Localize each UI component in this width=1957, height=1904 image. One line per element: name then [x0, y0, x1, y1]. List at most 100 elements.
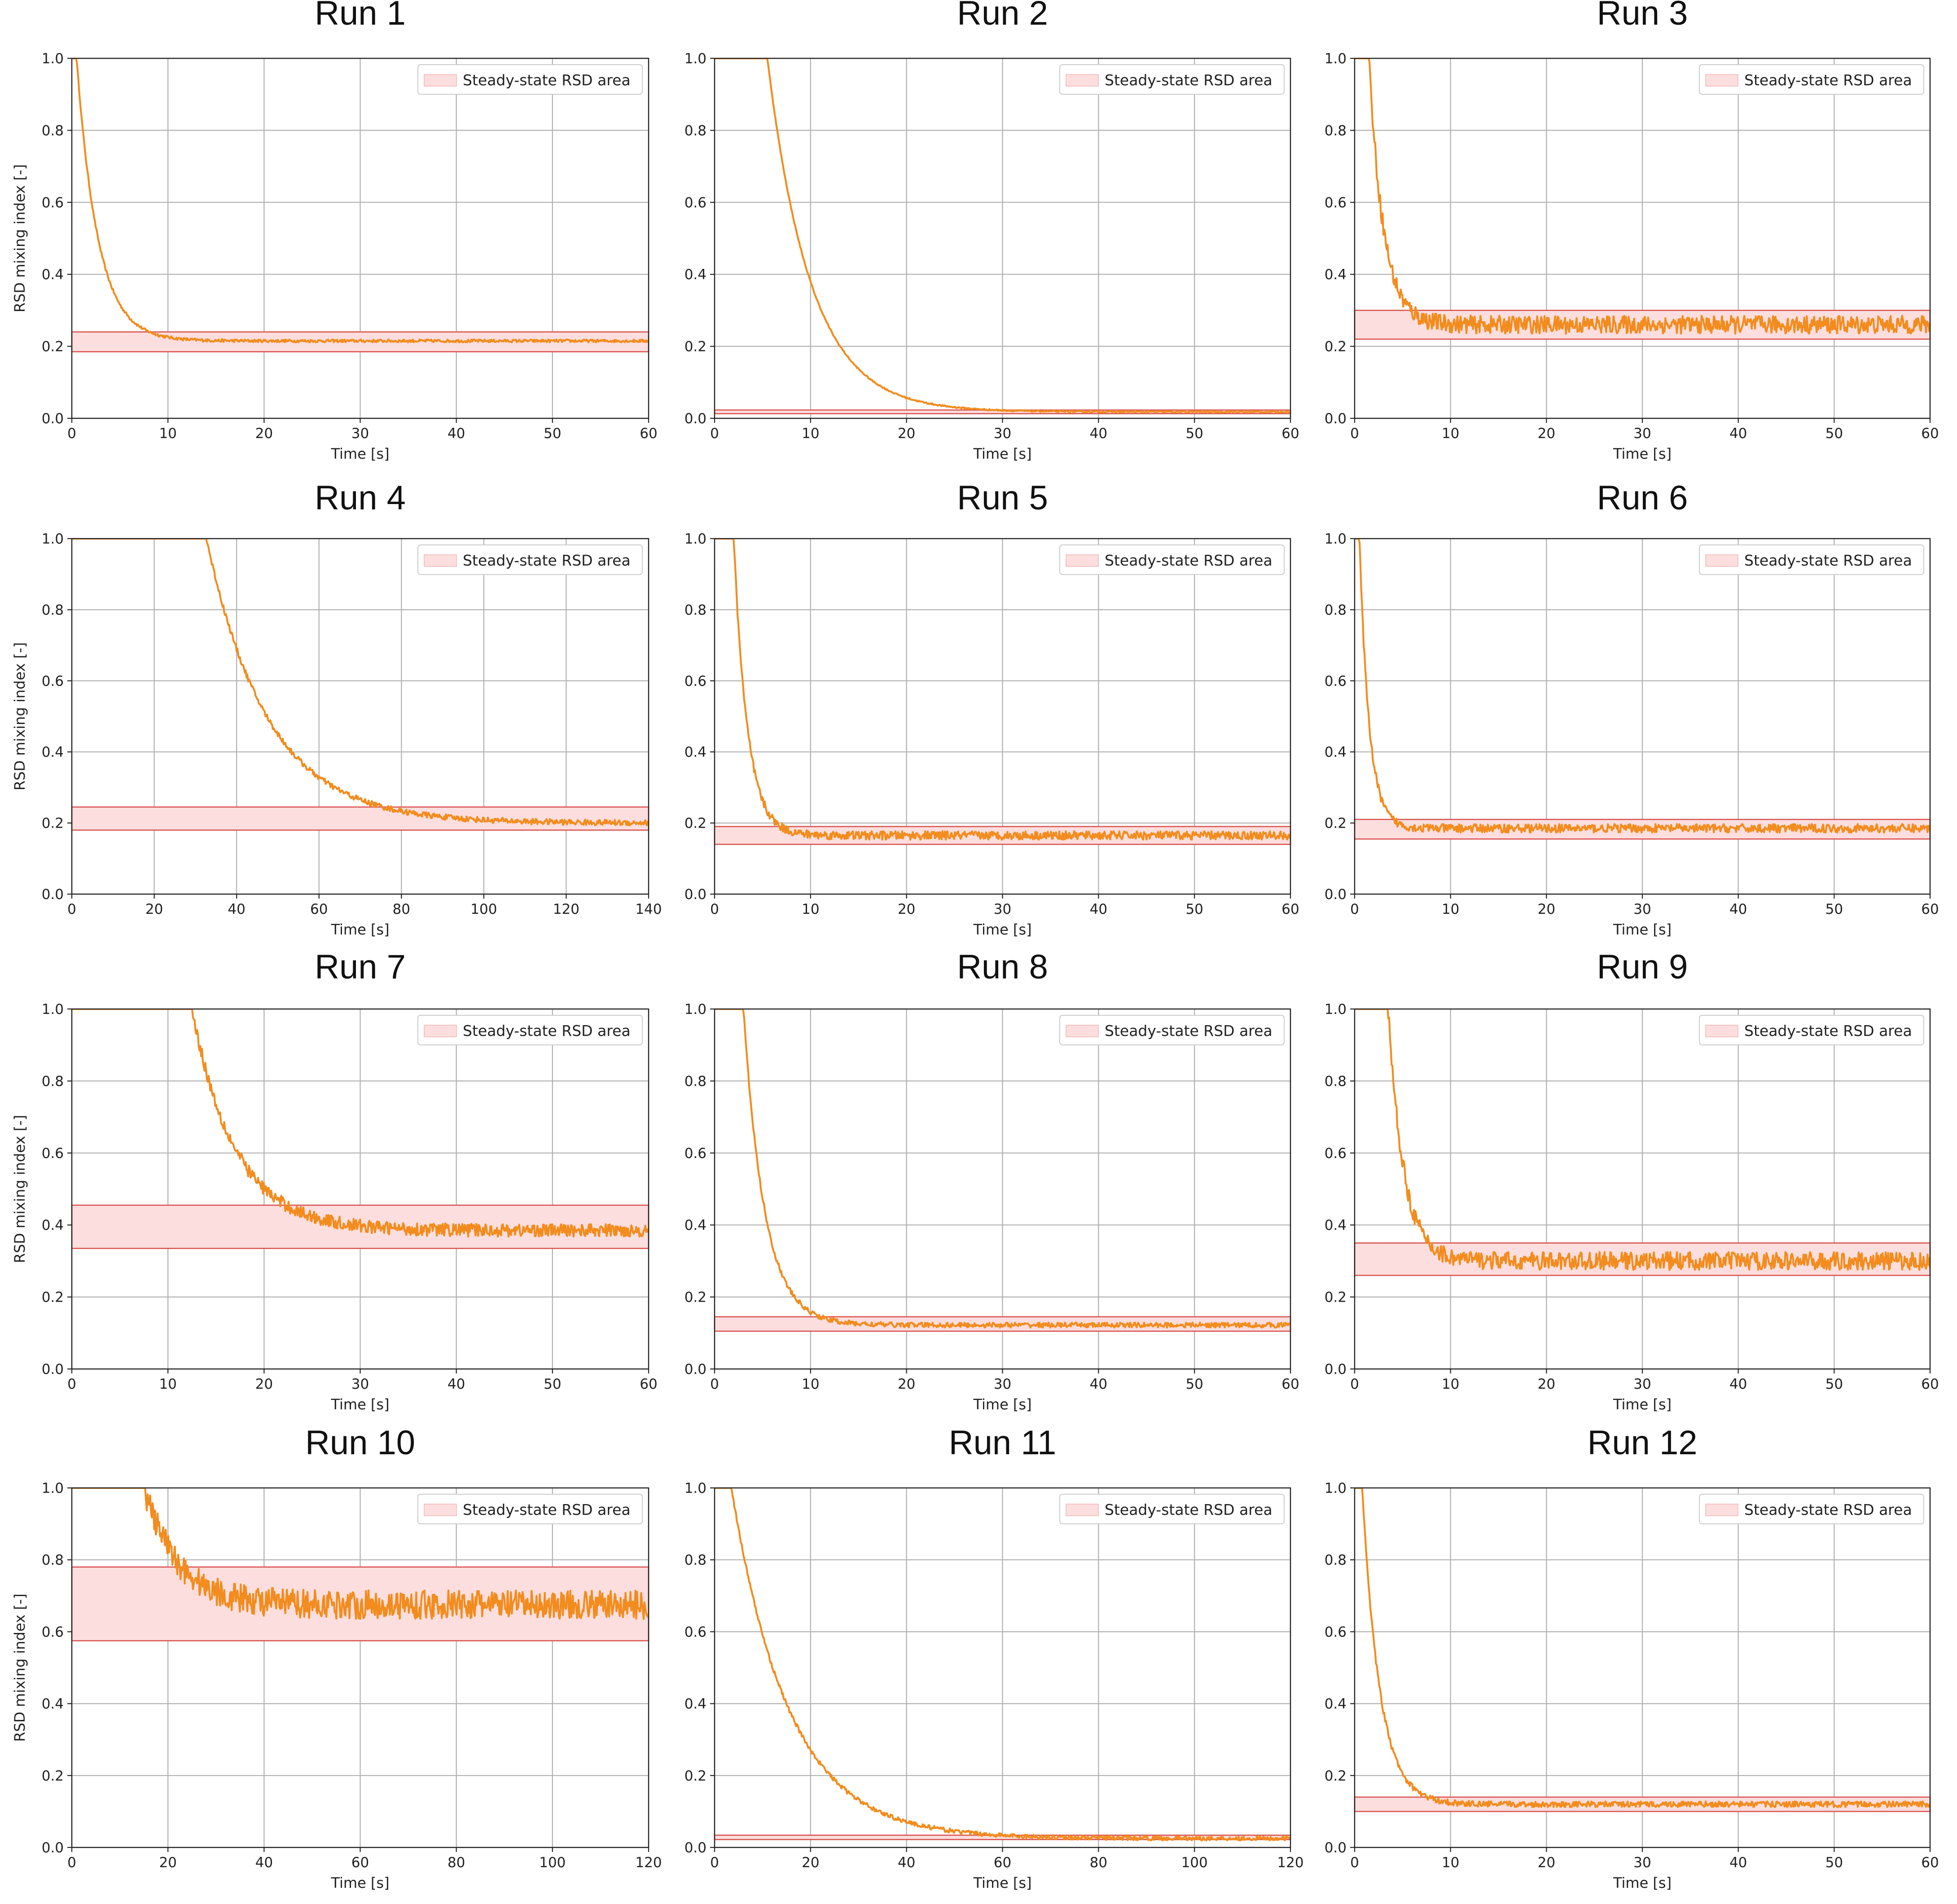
- x-tick-label: 40: [1090, 901, 1107, 917]
- y-tick-label: 0.2: [685, 339, 706, 355]
- y-tick-label: 0.4: [42, 1696, 64, 1712]
- y-tick-label: 0.4: [42, 1217, 64, 1233]
- legend-swatch: [1705, 1504, 1738, 1516]
- x-tick-label: 100: [539, 1855, 566, 1871]
- x-axis-label: Time [s]: [1613, 1874, 1672, 1891]
- x-tick-label: 0: [710, 426, 719, 442]
- chart-title: Run 1: [315, 0, 406, 32]
- legend-label: Steady-state RSD area: [1744, 71, 1912, 89]
- x-tick-label: 20: [1538, 426, 1555, 442]
- y-tick-label: 0.0: [685, 1840, 706, 1856]
- x-tick-label: 60: [640, 426, 657, 442]
- y-tick-label: 0.4: [42, 744, 64, 760]
- legend-swatch: [1066, 1504, 1099, 1516]
- x-tick-label: 30: [1633, 1376, 1651, 1392]
- x-tick-label: 0: [710, 1376, 719, 1392]
- x-axis-label: Time [s]: [973, 921, 1031, 938]
- x-tick-label: 40: [1729, 1855, 1747, 1871]
- series-line: [1355, 58, 1930, 335]
- legend-label: Steady-state RSD area: [1105, 1022, 1272, 1040]
- legend-swatch: [1705, 554, 1738, 567]
- x-tick-label: 60: [351, 1855, 369, 1871]
- steady-state-band: [71, 806, 649, 831]
- x-axis-label: Time [s]: [1613, 1396, 1672, 1413]
- y-tick-label: 0.4: [1325, 1696, 1347, 1712]
- x-tick-label: 50: [1185, 1376, 1203, 1392]
- chart-panel-6: Run 6 0 10 20 30 40 50 60 0.0 0.2 0.4 0.6 0.8 1.0 Time…: [1325, 479, 1939, 938]
- x-tick-label: 40: [228, 901, 245, 917]
- x-tick-label: 0: [710, 1855, 719, 1871]
- x-tick-label: 0: [1350, 901, 1359, 917]
- x-tick-label: 60: [1921, 1376, 1939, 1392]
- chart-title: Run 7: [315, 948, 406, 986]
- x-tick-label: 0: [1350, 1376, 1359, 1392]
- x-tick-label: 60: [640, 1376, 657, 1392]
- x-tick-label: 60: [994, 1855, 1011, 1871]
- x-tick-label: 80: [1090, 1855, 1107, 1871]
- x-tick-label: 30: [994, 426, 1011, 442]
- y-tick-label: 0.6: [1325, 673, 1347, 689]
- x-axis-label: Time [s]: [330, 1396, 389, 1413]
- y-tick-label: 0.6: [685, 673, 706, 689]
- chart-panel-8: Run 8 0 10 20 30 40 50 60 0.0 0.2 0.4 0.6 0.8 1.0 Time…: [685, 948, 1299, 1413]
- x-tick-label: 10: [802, 1376, 819, 1392]
- x-tick-label: 10: [159, 1376, 176, 1392]
- x-tick-label: 0: [67, 901, 76, 917]
- x-tick-label: 30: [1633, 901, 1651, 917]
- x-tick-label: 50: [544, 1376, 561, 1392]
- y-tick-label: 0.2: [1325, 339, 1347, 355]
- chart-title: Run 8: [957, 948, 1048, 986]
- x-tick-label: 10: [159, 426, 176, 442]
- series-line: [72, 1009, 649, 1238]
- chart-panel-5: Run 5 0 10 20 30 40 50 60 0.0 0.2 0.4 0.6 0.8 1.0 Time…: [685, 479, 1299, 938]
- y-tick-label: 0.8: [685, 602, 706, 618]
- x-tick-label: 50: [1825, 1376, 1843, 1392]
- x-tick-label: 40: [448, 1376, 465, 1392]
- y-tick-label: 0.4: [1325, 1217, 1347, 1233]
- chart-panel-11: Run 11 0 20 40 60 80 100 120 0.0 0.2 0.4 0.6 0.8 1.0 T…: [685, 1424, 1304, 1891]
- y-tick-label: 0.6: [1325, 195, 1347, 211]
- x-tick-label: 100: [1181, 1855, 1208, 1871]
- y-tick-label: 0.0: [1325, 1840, 1347, 1856]
- x-axis-label: Time [s]: [330, 1874, 389, 1891]
- x-tick-label: 10: [1442, 901, 1459, 917]
- x-axis-label: Time [s]: [973, 445, 1031, 462]
- x-tick-label: 30: [994, 901, 1011, 917]
- legend-box: [1059, 64, 1285, 95]
- x-tick-label: 80: [393, 901, 410, 917]
- x-tick-label: 60: [1281, 1376, 1299, 1392]
- series-line: [72, 539, 649, 826]
- x-tick-label: 0: [67, 1855, 76, 1871]
- chart-title: Run 9: [1597, 948, 1688, 986]
- y-tick-label: 0.2: [42, 1290, 64, 1306]
- legend-swatch: [1066, 1025, 1099, 1037]
- y-tick-label: 0.2: [1325, 1768, 1347, 1784]
- y-tick-label: 0.0: [42, 411, 64, 427]
- x-tick-label: 50: [1185, 901, 1203, 917]
- legend-box: [1699, 544, 1924, 575]
- x-tick-label: 40: [1729, 1376, 1747, 1392]
- legend-label: Steady-state RSD area: [1105, 552, 1272, 569]
- x-tick-label: 40: [1090, 426, 1107, 442]
- x-tick-label: 0: [710, 901, 719, 917]
- legend-swatch: [424, 1504, 457, 1516]
- series-line: [715, 1488, 1290, 1842]
- legend-box: [417, 1015, 643, 1045]
- chart-panel-2: Run 2 0 10 20 30 40 50 60 0.0 0.2 0.4 0.6 0.8 1.0 Time…: [685, 0, 1299, 462]
- x-axis-label: Time [s]: [973, 1396, 1031, 1413]
- x-tick-label: 40: [1729, 426, 1747, 442]
- y-tick-label: 1.0: [1325, 1480, 1347, 1496]
- legend-swatch: [1066, 554, 1099, 567]
- y-tick-label: 0.0: [685, 1361, 706, 1378]
- y-tick-label: 1.0: [42, 1480, 64, 1496]
- chart-title: Run 12: [1587, 1424, 1697, 1462]
- y-tick-label: 1.0: [42, 1001, 64, 1018]
- x-tick-label: 10: [1442, 1855, 1459, 1871]
- plot-frame: [71, 538, 649, 895]
- x-tick-label: 20: [802, 1855, 819, 1871]
- x-axis-label: Time [s]: [330, 445, 389, 462]
- x-tick-label: 50: [1185, 426, 1203, 442]
- legend-label: Steady-state RSD area: [463, 1501, 631, 1518]
- x-tick-label: 120: [635, 1855, 662, 1871]
- x-tick-label: 0: [67, 426, 76, 442]
